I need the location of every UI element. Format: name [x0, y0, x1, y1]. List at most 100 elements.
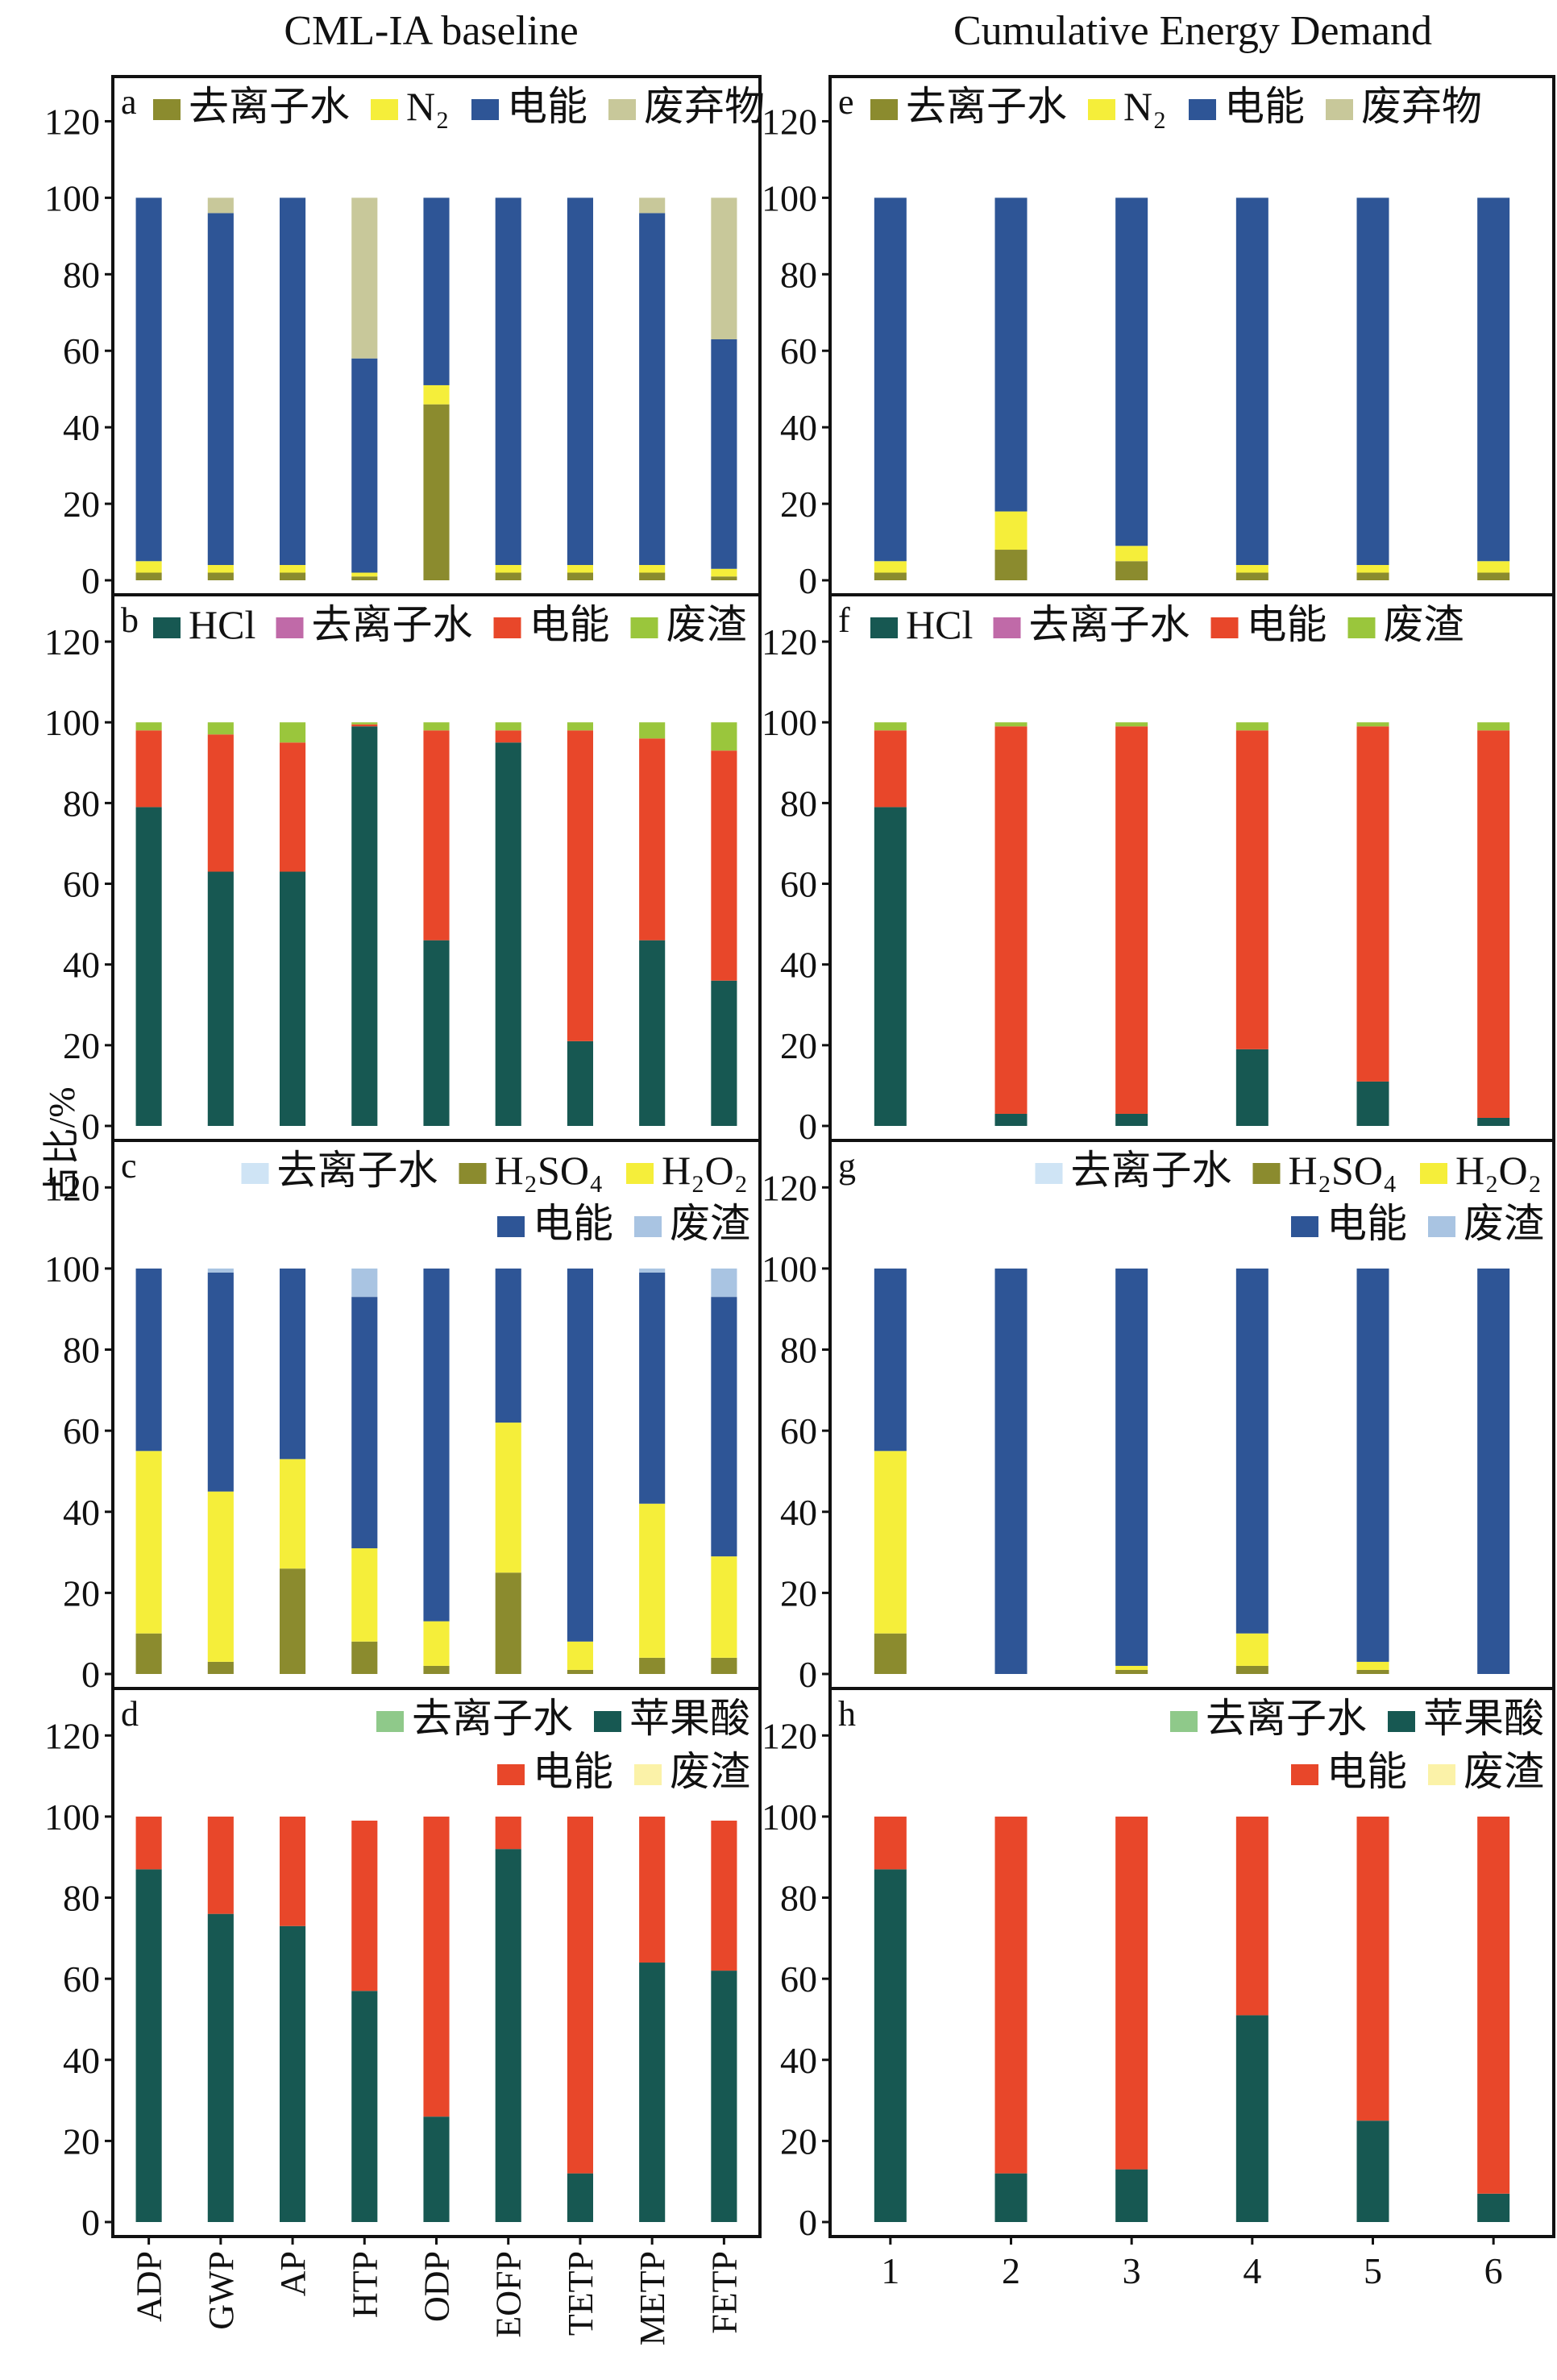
- legend-swatch: [1388, 1711, 1415, 1732]
- bar-segment: [874, 1451, 907, 1634]
- x-tick-label: AP: [273, 2251, 313, 2296]
- bar-segment: [994, 722, 1028, 727]
- bar-segment: [567, 565, 594, 573]
- x-tick-label: GWP: [201, 2251, 241, 2330]
- bar-segment: [351, 1641, 378, 1674]
- bar-segment: [351, 1268, 378, 1298]
- column-title-right: Cumulative Energy Demand: [953, 8, 1432, 54]
- bar-segment: [351, 1548, 378, 1642]
- bar-segment: [207, 1816, 234, 1914]
- bar-segment: [135, 1816, 162, 1870]
- x-tick-label: TETP: [561, 2251, 600, 2336]
- bar-segment: [639, 572, 666, 580]
- bar-segment: [711, 750, 737, 981]
- bar-segment: [207, 734, 234, 872]
- bar-segment: [1356, 197, 1389, 566]
- bar-segment: [711, 1268, 737, 1298]
- legend-label: 废弃物: [644, 84, 765, 129]
- bar-segment: [639, 1816, 666, 1963]
- bar-segment: [874, 1268, 907, 1452]
- bar-segment: [1235, 730, 1268, 1049]
- bar-segment: [423, 1665, 450, 1674]
- y-tick-label: 60: [63, 1958, 100, 2000]
- bar-segment: [207, 1272, 234, 1492]
- y-tick-label: 100: [762, 702, 817, 743]
- column-title-left: CML-IA baseline: [284, 8, 578, 54]
- bar-segment: [874, 1633, 907, 1674]
- legend-swatch: [1252, 1163, 1281, 1184]
- panel-letter: e: [838, 82, 854, 122]
- legend-label: 去离子水: [412, 1696, 573, 1741]
- bar-segment: [495, 572, 521, 580]
- bar-segment: [423, 384, 450, 405]
- panel-b: 0 20 40 60 80 100 120 b HCl 去离子水 电能 废渣: [44, 593, 762, 1147]
- legend-label: 废渣: [670, 1201, 750, 1246]
- y-tick-label: 80: [780, 1878, 817, 1919]
- bar-segment: [711, 1297, 737, 1557]
- legend-label: HCl: [189, 602, 255, 647]
- bar-segment: [207, 871, 234, 1126]
- legend-label: 电能: [533, 1749, 613, 1794]
- bar-segment: [1235, 565, 1268, 573]
- y-tick-label: 0: [81, 2202, 100, 2243]
- legend-label: 废渣: [666, 602, 747, 647]
- panel-letter: h: [838, 1694, 856, 1734]
- bar-segment: [495, 1268, 521, 1423]
- panel-c: 0 20 40 60 80 100 120 c 去离子水 H₂SO₄ H₂O₂ 电能 废渣: [44, 1139, 762, 1695]
- bar-segment: [495, 1849, 521, 2222]
- legend-swatch: [1035, 1163, 1063, 1184]
- bar-segment: [279, 1268, 306, 1460]
- legend-swatch: [471, 99, 499, 120]
- x-tick-label: FETP: [704, 2251, 744, 2334]
- y-tick-label: 80: [780, 1330, 817, 1371]
- bar-segment: [1235, 1816, 1268, 2016]
- bar-segment: [351, 724, 378, 727]
- panel-d: 0 20 40 60 80 100 120 ADP GWP AP HTP ODP EOFP TETP MET…: [44, 1687, 762, 2345]
- legend-label: N₂: [406, 84, 450, 129]
- bar-segment: [207, 1661, 234, 1674]
- y-tick-label: 60: [780, 1958, 817, 2000]
- legend-swatch: [1428, 1764, 1455, 1785]
- bar-segment: [135, 1451, 162, 1634]
- bar-segment: [639, 1657, 666, 1674]
- legend-label: 电能: [1224, 84, 1305, 129]
- y-tick-label: 120: [762, 1167, 817, 1208]
- bar-segment: [135, 1869, 162, 2222]
- y-tick-label: 40: [780, 407, 817, 448]
- legend-swatch: [376, 1711, 404, 1732]
- panel-frame: [828, 75, 1555, 596]
- bar-segment: [1115, 1816, 1148, 2170]
- bar-segment: [567, 572, 594, 580]
- legend-label: 电能: [1327, 1749, 1407, 1794]
- bar-segment: [567, 722, 594, 731]
- bar-segment: [639, 1272, 666, 1504]
- bar-segment: [279, 572, 306, 580]
- bar-segment: [1115, 722, 1148, 727]
- bar-segment: [495, 565, 521, 573]
- bar-segment: [279, 1925, 306, 2222]
- legend-label: H₂SO₄: [1289, 1148, 1397, 1193]
- y-tick-label: 20: [780, 1572, 817, 1614]
- bar-segment: [567, 1669, 594, 1674]
- legend-label: 废渣: [1464, 1749, 1544, 1794]
- bar-segment: [1115, 1113, 1148, 1126]
- bar-segment: [1477, 1268, 1510, 1674]
- bar-segment: [135, 722, 162, 731]
- bar-segment: [1356, 572, 1389, 580]
- bar-segment: [874, 572, 907, 580]
- bar-segment: [639, 565, 666, 573]
- bar-segment: [994, 2173, 1028, 2222]
- bar-segment: [874, 561, 907, 573]
- bar-segment: [423, 1621, 450, 1666]
- bar-segment: [711, 576, 737, 580]
- bar-segment: [711, 722, 737, 751]
- y-tick-label: 20: [63, 2120, 100, 2162]
- y-tick-label: 20: [63, 1572, 100, 1614]
- bar-segment: [994, 511, 1028, 550]
- panel-g: 0 20 40 60 80 100 120 g 去离子水 H₂SO₄ H₂O₂ 电能 废渣: [762, 1139, 1555, 1695]
- panel-a: 0 20 40 60 80 100 120 a 去离子水 N₂ 电能 废弃物: [44, 75, 765, 601]
- x-tick-label: 6: [1484, 2250, 1503, 2291]
- legend-swatch: [241, 1163, 269, 1184]
